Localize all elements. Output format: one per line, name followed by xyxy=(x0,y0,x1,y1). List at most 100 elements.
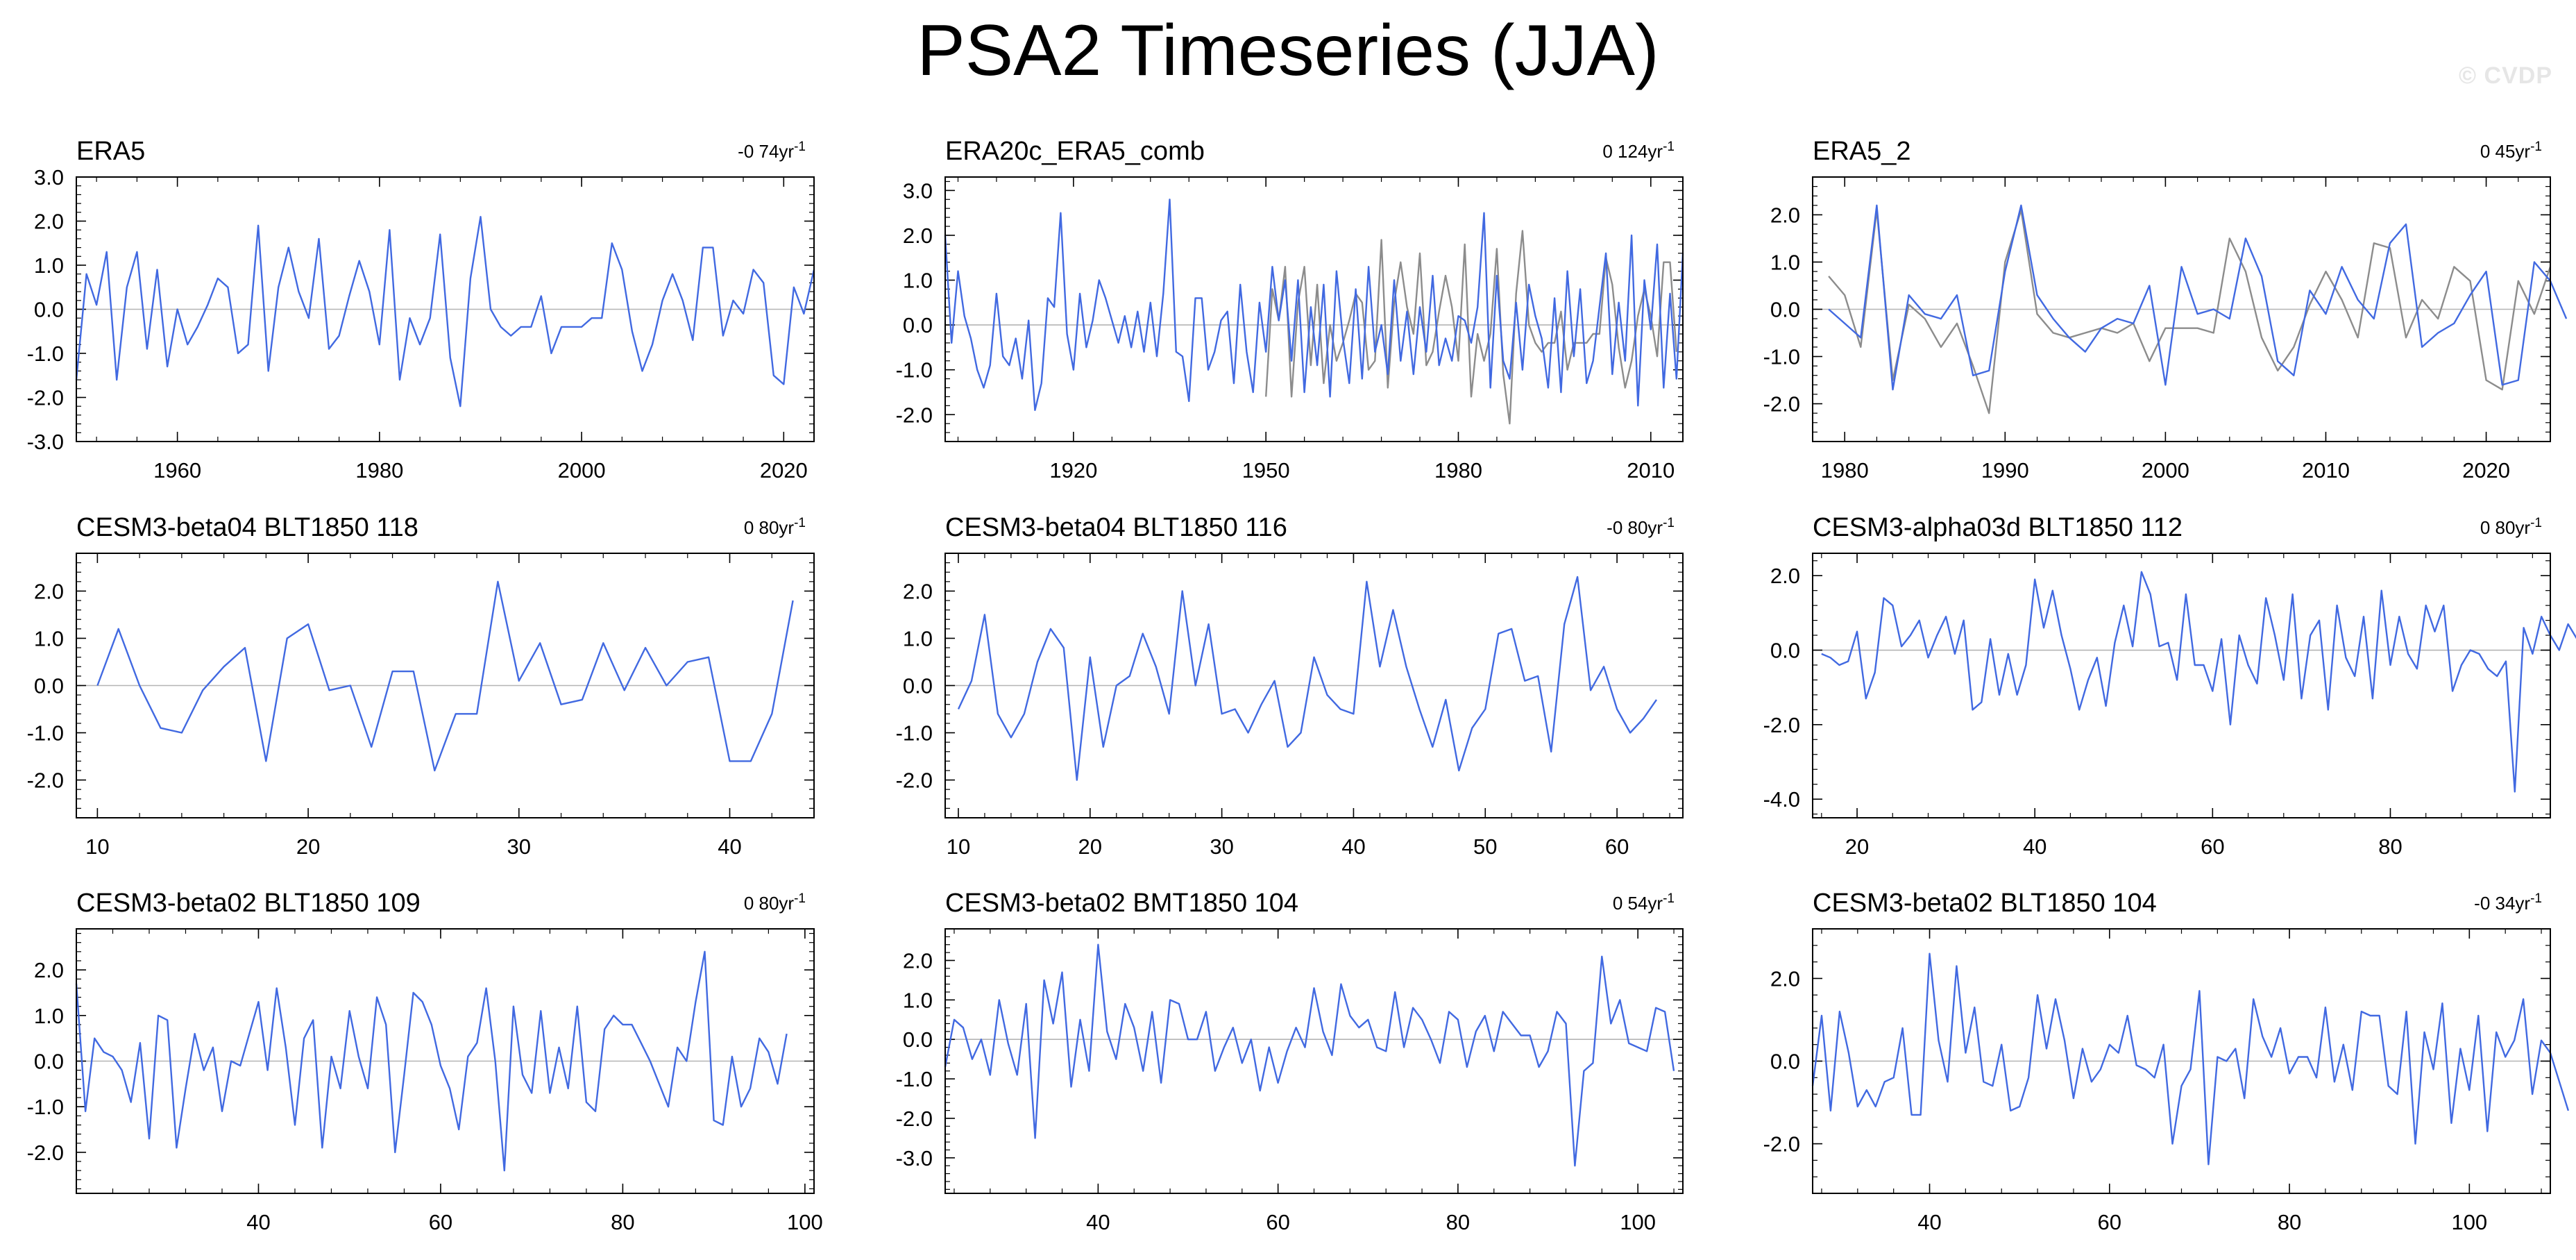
page-title: PSA2 Timeseries (JJA) xyxy=(917,10,1659,91)
plot-frame xyxy=(1812,553,2551,818)
series-line-cesm3-beta02-blt1850-109 xyxy=(75,950,788,1172)
y-tick-label: 2.0 xyxy=(34,958,64,982)
y-tick-label: 2.0 xyxy=(903,224,933,248)
series-line-cesm3-beta02-bmt1850-104 xyxy=(944,943,1675,1167)
x-tick-label: 100 xyxy=(787,1210,823,1234)
panel-3: ERA5_2 0 45yr-1 2.0 1.0 0.0 -1.0 -2.0 1980 1990 2… xyxy=(1763,137,2568,482)
trend-label: -0 74yr-1 xyxy=(738,140,806,162)
y-tick-label: -1.0 xyxy=(27,1095,64,1119)
trend-label: 0 80yr-1 xyxy=(744,516,806,538)
panel-title: CESM3-beta02 BMT1850 104 xyxy=(945,889,1298,918)
y-tick-label: -2.0 xyxy=(896,403,933,427)
x-tick-label: 80 xyxy=(2378,834,2402,859)
y-tick-label: 1.0 xyxy=(903,626,933,650)
y-tick-label: -3.0 xyxy=(27,430,64,454)
x-tick-label: 60 xyxy=(429,1210,452,1234)
plot-frame xyxy=(1812,176,2551,442)
x-tick-label: 1920 xyxy=(1049,458,1097,482)
y-tick-label: -2.0 xyxy=(27,1141,64,1165)
y-tick-label: 1.0 xyxy=(34,1004,64,1028)
trend-label: -0 34yr-1 xyxy=(2474,891,2542,914)
plot-frame xyxy=(76,553,815,818)
plot-frame xyxy=(944,176,1684,442)
x-tick-label: 1950 xyxy=(1242,458,1290,482)
y-tick-label: -1.0 xyxy=(27,721,64,746)
y-tick-label: -1.0 xyxy=(896,721,933,746)
x-tick-label: 80 xyxy=(1446,1210,1470,1234)
panel-5: CESM3-beta04 BLT1850 116 -0 80yr-1 2.0 1.0 0… xyxy=(896,513,1684,859)
panel-1: ERA5 -0 74yr-1 3.0 2.0 1.0 0.0 -1.0 -2.0 -3.0 196… xyxy=(27,137,815,482)
y-tick-label: -1.0 xyxy=(27,342,64,366)
x-tick-label: 80 xyxy=(2278,1210,2301,1234)
y-tick-label: 1.0 xyxy=(903,988,933,1012)
trend-label: 0 80yr-1 xyxy=(744,891,806,914)
x-tick-label: 20 xyxy=(1845,834,1869,859)
y-tick-label: 0.0 xyxy=(1770,1050,1800,1074)
trend-label: 0 124yr-1 xyxy=(1602,140,1675,162)
y-tick-label: 1.0 xyxy=(903,269,933,293)
y-tick-label: -1.0 xyxy=(896,1067,933,1091)
panel-title: ERA20c_ERA5_comb xyxy=(945,137,1205,166)
x-tick-label: 40 xyxy=(1917,1210,1941,1234)
x-tick-label: 10 xyxy=(85,834,109,859)
x-tick-label: 2020 xyxy=(2462,458,2510,482)
panel-title: CESM3-beta04 BLT1850 116 xyxy=(945,513,1287,542)
series-line-era5-overlay xyxy=(1828,209,2552,414)
x-tick-label: 100 xyxy=(1620,1210,1656,1234)
x-tick-label: 10 xyxy=(947,834,970,859)
y-tick-label: -4.0 xyxy=(1763,787,1800,812)
y-tick-label: -2.0 xyxy=(1763,392,1800,417)
y-tick-label: -2.0 xyxy=(27,768,64,793)
x-tick-label: 1960 xyxy=(153,458,201,482)
y-tick-label: 2.0 xyxy=(903,948,933,973)
series-line-cesm3-alpha03d-blt1850-112 xyxy=(1821,571,2576,793)
series-line-era5-2 xyxy=(1828,204,2568,391)
series-line-era5 xyxy=(75,216,815,408)
panel-title: ERA5_2 xyxy=(1813,137,1911,166)
x-tick-label: 30 xyxy=(507,834,531,859)
x-tick-label: 2020 xyxy=(760,458,808,482)
x-tick-label: 2000 xyxy=(2142,458,2189,482)
y-tick-label: -2.0 xyxy=(27,386,64,410)
y-tick-label: 2.0 xyxy=(34,579,64,603)
x-tick-label: 60 xyxy=(2098,1210,2121,1234)
y-tick-label: 2.0 xyxy=(1770,564,1800,588)
plot-frame xyxy=(1812,928,2551,1194)
y-tick-label: -1.0 xyxy=(1763,345,1800,369)
y-tick-label: 2.0 xyxy=(1770,203,1800,227)
plot-frame xyxy=(944,553,1684,818)
series-line-cesm3-beta04-blt1850-118 xyxy=(96,580,794,772)
y-tick-label: 1.0 xyxy=(1770,250,1800,274)
x-tick-label: 40 xyxy=(1341,834,1365,859)
plot-frame xyxy=(76,176,815,442)
y-tick-label: 3.0 xyxy=(903,178,933,203)
x-tick-label: 1980 xyxy=(1434,458,1482,482)
x-tick-label: 1990 xyxy=(1981,458,2029,482)
x-tick-label: 2010 xyxy=(1627,458,1675,482)
plot-frame xyxy=(944,928,1684,1194)
x-tick-label: 20 xyxy=(296,834,320,859)
y-tick-label: 1.0 xyxy=(34,253,64,278)
x-tick-label: 2010 xyxy=(2302,458,2350,482)
x-tick-label: 1980 xyxy=(355,458,403,482)
x-tick-label: 60 xyxy=(2201,834,2224,859)
trend-label: 0 45yr-1 xyxy=(2480,140,2542,162)
y-tick-label: 0.0 xyxy=(34,298,64,322)
y-tick-label: 2.0 xyxy=(34,210,64,234)
y-tick-label: -3.0 xyxy=(896,1146,933,1170)
x-tick-label: 40 xyxy=(2023,834,2047,859)
y-tick-label: 0.0 xyxy=(34,1050,64,1074)
series-line-cesm3-beta02-blt1850-104 xyxy=(1811,952,2570,1166)
x-tick-label: 40 xyxy=(718,834,741,859)
y-tick-label: 2.0 xyxy=(1770,966,1800,991)
y-tick-label: 0.0 xyxy=(34,674,64,698)
y-tick-label: 0.0 xyxy=(1770,639,1800,663)
x-tick-label: 20 xyxy=(1078,834,1102,859)
panel-title: CESM3-beta04 BLT1850 118 xyxy=(76,513,418,542)
y-tick-label: -2.0 xyxy=(1763,713,1800,737)
y-tick-label: 3.0 xyxy=(34,165,64,190)
panel-2: ERA20c_ERA5_comb 0 124yr-1 3.0 2.0 1.0 0.0 -1.… xyxy=(896,137,1684,482)
x-tick-label: 40 xyxy=(1086,1210,1110,1234)
panel-6: CESM3-alpha03d BLT1850 112 0 80yr-1 2.0 0.0… xyxy=(1763,513,2576,859)
